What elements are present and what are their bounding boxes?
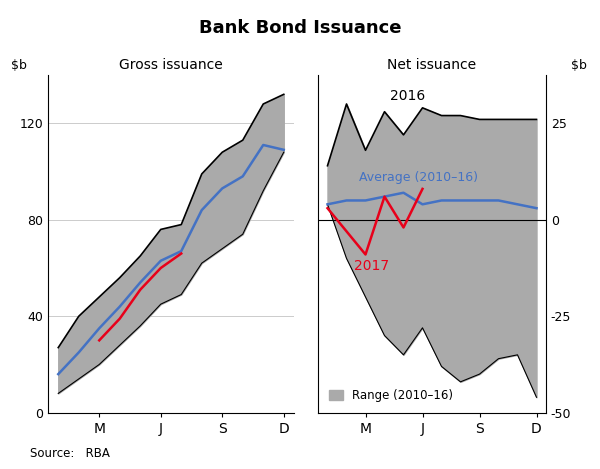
Text: 2016: 2016	[389, 89, 425, 103]
Title: Net issuance: Net issuance	[388, 59, 476, 73]
Title: Gross issuance: Gross issuance	[119, 59, 223, 73]
Text: $b: $b	[571, 59, 587, 72]
Text: $b: $b	[11, 59, 27, 72]
Legend: Range (2010–16): Range (2010–16)	[324, 385, 458, 407]
Text: 2017: 2017	[353, 259, 389, 273]
Text: Average (2010–16): Average (2010–16)	[359, 171, 478, 184]
Text: Source:   RBA: Source: RBA	[30, 446, 110, 460]
Text: Bank Bond Issuance: Bank Bond Issuance	[199, 19, 401, 37]
